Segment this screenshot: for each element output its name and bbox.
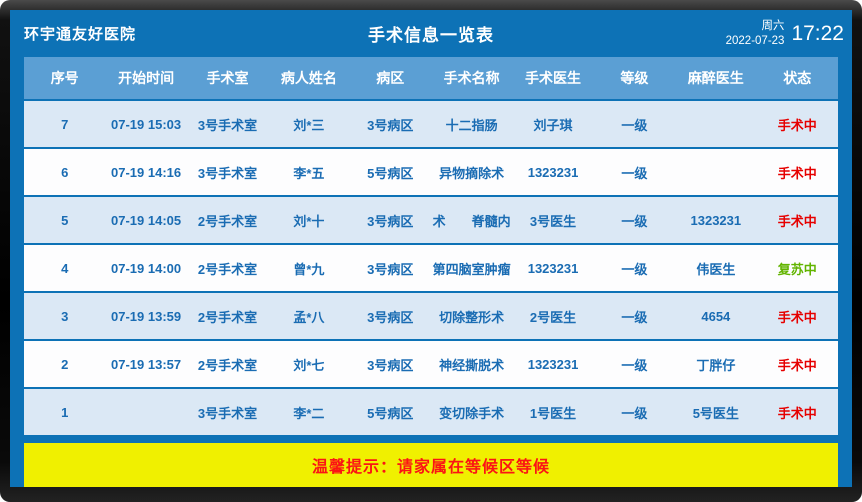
cell-start_time: 07-19 14:05 <box>111 212 182 228</box>
cell-no: 4 <box>61 260 69 276</box>
cell-room: 2号手术室 <box>197 309 258 325</box>
cell-room: 3号手术室 <box>197 117 258 133</box>
cell-surgery: 术 脊髓内 <box>432 213 511 229</box>
column-header: 序号 <box>50 70 79 86</box>
cell-ward: 3号病区 <box>367 357 414 373</box>
cell-surgery: 切除整形术 <box>439 309 505 325</box>
cell-surgery: 神经撕脱术 <box>439 357 505 373</box>
cell-surgery: 十二指肠 <box>445 117 498 133</box>
cell-level: 一级 <box>621 309 648 325</box>
date-label: 2022-07-23 <box>725 34 785 47</box>
cell-level: 一级 <box>621 213 648 229</box>
column-header: 开始时间 <box>118 70 175 86</box>
column-header: 麻醉医生 <box>687 70 744 86</box>
cell-surgeon: 1323231 <box>527 260 579 276</box>
cell-anesthetist: 4654 <box>701 308 731 324</box>
cell-status: 手术中 <box>777 165 817 181</box>
cell-room: 2号手术室 <box>197 357 258 373</box>
clock-area: 周六 2022-07-23 17:22 <box>726 19 844 49</box>
time-label: 17:22 <box>791 21 844 45</box>
cell-start_time: 07-19 13:59 <box>111 308 182 324</box>
cell-surgery: 异物摘除术 <box>439 165 505 181</box>
cell-no: 6 <box>61 164 69 180</box>
table-row: 3 07-19 13:59 2号手术室 孟*八 3号病区 切除整形术 2号医生 一级 4654 手… <box>24 293 838 339</box>
cell-patient: 曾*九 <box>293 261 325 277</box>
notice-text: 温馨提示：请家属在等候区等候 <box>311 459 550 476</box>
top-bar: 环宇通友好医院 手术信息一览表 周六 2022-07-23 17:22 <box>10 10 852 57</box>
cell-patient: 李*五 <box>293 165 325 181</box>
surgery-info-screen: 环宇通友好医院 手术信息一览表 周六 2022-07-23 17:22 序号 开始… <box>10 10 852 487</box>
cell-surgery: 变切除手术 <box>439 405 505 421</box>
table-row: 5 07-19 14:05 2号手术室 刘*十 3号病区 术 脊髓内 3号医生 一级 13232… <box>24 197 838 243</box>
cell-status: 手术中 <box>777 309 817 325</box>
cell-status: 手术中 <box>777 213 817 229</box>
column-header: 等级 <box>620 70 649 86</box>
notice-banner: 温馨提示：请家属在等候区等候 <box>24 443 838 487</box>
weekday-label: 周六 <box>761 19 785 32</box>
cell-room: 2号手术室 <box>197 261 258 277</box>
cell-patient: 李*二 <box>293 405 325 421</box>
cell-status: 手术中 <box>777 117 817 133</box>
cell-no: 5 <box>61 212 69 228</box>
column-header: 手术医生 <box>525 70 582 86</box>
surgery-table: 序号 开始时间 手术室 病人姓名 病区 手术名称 手术医生 等级 麻醉医生 状态 7 07-19 1… <box>24 57 838 487</box>
cell-status: 手术中 <box>777 357 817 373</box>
cell-level: 一级 <box>621 261 648 277</box>
cell-room: 2号手术室 <box>197 213 258 229</box>
column-header: 病区 <box>376 70 405 86</box>
cell-ward: 5号病区 <box>367 405 414 421</box>
cell-patient: 刘*三 <box>293 117 325 133</box>
cell-room: 3号手术室 <box>197 165 258 181</box>
cell-patient: 刘*七 <box>293 357 325 373</box>
cell-anesthetist: 5号医生 <box>692 405 739 421</box>
cell-anesthetist: 1323231 <box>690 212 742 228</box>
column-header: 状态 <box>783 70 812 86</box>
cell-anesthetist: 伟医生 <box>696 261 736 277</box>
cell-no: 3 <box>61 308 69 324</box>
table-row: 7 07-19 15:03 3号手术室 刘*三 3号病区 十二指肠 刘子琪 一级 手术中 <box>24 101 838 147</box>
cell-start_time: 07-19 14:00 <box>111 260 182 276</box>
table-row: 2 07-19 13:57 2号手术室 刘*七 3号病区 神经撕脱术 1323231 一级 丁胖… <box>24 341 838 387</box>
table-row: 6 07-19 14:16 3号手术室 李*五 5号病区 异物摘除术 1323231 一级 手术… <box>24 149 838 195</box>
cell-level: 一级 <box>621 165 648 181</box>
cell-ward: 5号病区 <box>367 165 414 181</box>
cell-start_time: 07-19 15:03 <box>111 116 182 132</box>
hospital-name: 环宇通友好医院 <box>24 26 137 43</box>
column-header: 手术名称 <box>443 70 500 86</box>
cell-level: 一级 <box>621 405 648 421</box>
cell-no: 2 <box>61 356 69 372</box>
cell-surgeon: 2号医生 <box>529 309 577 325</box>
cell-start_time: 07-19 14:16 <box>111 164 182 180</box>
table-row: 1 3号手术室 李*二 5号病区 变切除手术 1号医生 一级 5号医生 手术中 <box>24 389 838 435</box>
cell-surgeon: 1323231 <box>527 356 579 372</box>
cell-ward: 3号病区 <box>367 309 414 325</box>
cell-status: 复苏中 <box>777 261 817 277</box>
cell-ward: 3号病区 <box>367 261 414 277</box>
cell-no: 7 <box>61 116 69 132</box>
page-title: 手术信息一览表 <box>368 26 494 45</box>
cell-surgeon: 1323231 <box>527 164 579 180</box>
cell-ward: 3号病区 <box>367 117 414 133</box>
column-header: 病人姓名 <box>280 70 337 86</box>
cell-room: 3号手术室 <box>197 405 258 421</box>
cell-surgeon: 3号医生 <box>529 213 577 229</box>
date-stack: 周六 2022-07-23 <box>726 19 785 49</box>
cell-no: 1 <box>61 404 69 420</box>
cell-ward: 3号病区 <box>367 213 414 229</box>
column-header: 手术室 <box>206 70 249 86</box>
cell-status: 手术中 <box>777 405 817 421</box>
cell-patient: 刘*十 <box>293 213 325 229</box>
cell-patient: 孟*八 <box>293 309 325 325</box>
cell-surgeon: 1号医生 <box>529 405 577 421</box>
cell-level: 一级 <box>621 117 648 133</box>
cell-start_time: 07-19 13:57 <box>111 356 182 372</box>
cell-surgeon: 刘子琪 <box>533 117 573 133</box>
cell-anesthetist: 丁胖仔 <box>696 357 736 373</box>
table-row: 4 07-19 14:00 2号手术室 曾*九 3号病区 第四脑室肿瘤 1323231 一级 伟… <box>24 245 838 291</box>
cell-level: 一级 <box>621 357 648 373</box>
cell-surgery: 第四脑室肿瘤 <box>432 261 511 277</box>
table-header-row: 序号 开始时间 手术室 病人姓名 病区 手术名称 手术医生 等级 麻醉医生 状态 <box>24 57 838 99</box>
